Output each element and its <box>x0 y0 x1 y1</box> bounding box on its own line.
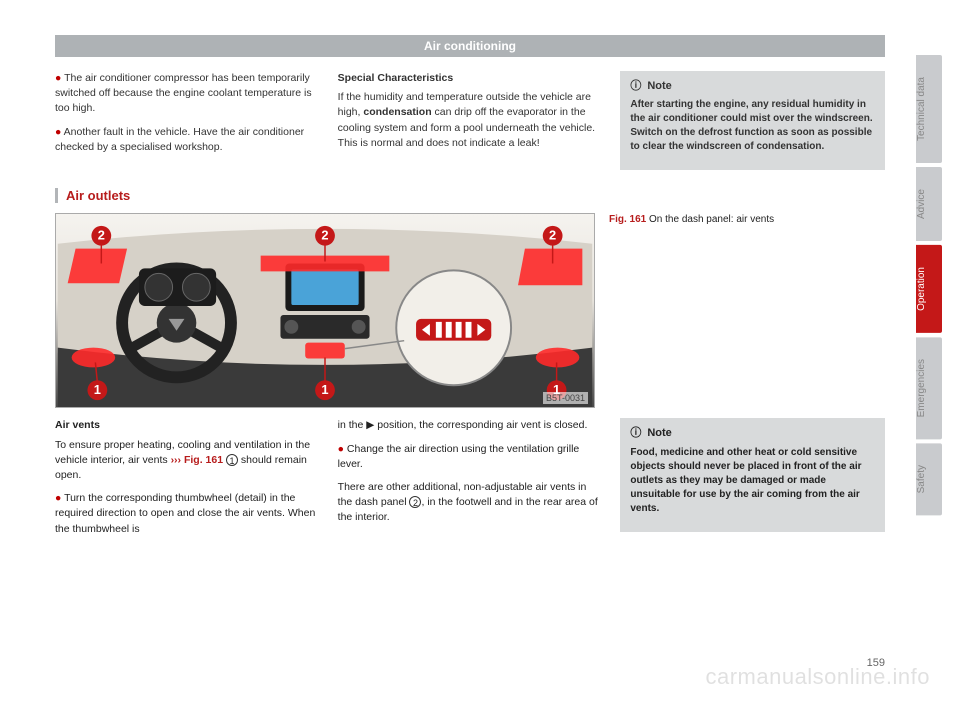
tab-advice[interactable]: Advice <box>916 167 942 241</box>
dashboard-svg: 2 2 2 1 1 1 <box>56 214 594 407</box>
figure-caption-area: Fig. 161 On the dash panel: air vents <box>609 213 885 408</box>
tab-safety[interactable]: Safety <box>916 443 942 515</box>
watermark: carmanualsonline.info <box>705 664 930 690</box>
top-col-1: ● The air conditioner compressor has bee… <box>55 71 320 170</box>
figure-ref: Fig. 161 <box>609 214 646 225</box>
text: position, the corresponding air vent is … <box>374 419 587 431</box>
svg-text:2: 2 <box>98 228 105 243</box>
subheading: Special Characteristics <box>338 71 603 86</box>
callout-circle: 1 <box>226 454 238 466</box>
body-columns: Air vents To ensure proper heating, cool… <box>55 418 885 545</box>
figure-illustration: 2 2 2 1 1 1 B5T-0031 <box>55 213 595 408</box>
top-col-2: Special Characteristics If the humidity … <box>338 71 603 170</box>
text: in the <box>338 419 367 431</box>
figure-ref: ››› Fig. 161 <box>171 454 226 466</box>
tab-operation[interactable]: Operation <box>916 245 942 333</box>
callout-circle: 2 <box>409 496 421 508</box>
note-box: Note After starting the engine, any resi… <box>620 71 885 170</box>
text: Another fault in the vehicle. Have the a… <box>55 126 304 153</box>
svg-text:1: 1 <box>321 383 328 398</box>
figure-code: B5T-0031 <box>543 392 588 404</box>
subheading: Air vents <box>55 418 320 433</box>
paragraph: ● The air conditioner compressor has bee… <box>55 71 320 117</box>
body-col-1: Air vents To ensure proper heating, cool… <box>55 418 320 545</box>
svg-text:2: 2 <box>321 228 328 243</box>
paragraph: ● Turn the corresponding thumbwheel (det… <box>55 491 320 537</box>
svg-text:2: 2 <box>549 228 556 243</box>
body-col-2: in the ▶ position, the corresponding air… <box>338 418 603 545</box>
tab-technical-data[interactable]: Technical data <box>916 55 942 163</box>
paragraph: If the humidity and temperature outside … <box>338 90 603 151</box>
page-header: Air conditioning <box>55 35 885 57</box>
side-tabs: Technical data Advice Operation Emergenc… <box>916 55 942 516</box>
paragraph: There are other additional, non-adjustab… <box>338 480 603 526</box>
text: The air conditioner compressor has been … <box>55 72 312 114</box>
paragraph: To ensure proper heating, cooling and ve… <box>55 438 320 484</box>
manual-page: Air conditioning ● The air conditioner c… <box>55 35 885 665</box>
note-heading: Note <box>630 79 875 94</box>
paragraph: in the ▶ position, the corresponding air… <box>338 418 603 433</box>
section-title: Air outlets <box>55 188 885 203</box>
paragraph: ● Change the air direction using the ven… <box>338 442 603 472</box>
figure-caption-text: On the dash panel: air vents <box>646 214 774 225</box>
svg-text:1: 1 <box>94 383 101 398</box>
note-body: Food, medicine and other heat or cold se… <box>630 446 875 516</box>
top-col-3: Note After starting the engine, any resi… <box>620 71 885 170</box>
text-bold: condensation <box>363 106 431 118</box>
tab-emergencies[interactable]: Emergencies <box>916 337 942 439</box>
text: Turn the corresponding thumbwheel (detai… <box>55 492 315 534</box>
figure-row: 2 2 2 1 1 1 B5T-0031 Fig. 161 On the das… <box>55 213 885 408</box>
paragraph: ● Another fault in the vehicle. Have the… <box>55 125 320 155</box>
text: Change the air direction using the venti… <box>338 443 580 470</box>
body-col-3: Note Food, medicine and other heat or co… <box>620 418 885 545</box>
top-columns: ● The air conditioner compressor has bee… <box>55 71 885 170</box>
note-box: Note Food, medicine and other heat or co… <box>620 418 885 531</box>
note-heading: Note <box>630 426 875 441</box>
page-number: 159 <box>867 657 885 669</box>
note-body: After starting the engine, any residual … <box>630 98 875 154</box>
